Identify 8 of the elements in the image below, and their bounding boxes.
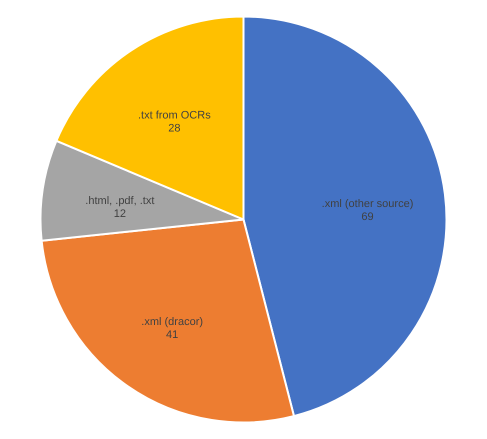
slice-label: .html, .pdf, .txt xyxy=(85,195,154,208)
slice-label: .xml (dracor) xyxy=(141,316,204,328)
data-label: 12 xyxy=(114,208,126,220)
slice-label: .xml (other source) xyxy=(322,198,414,210)
data-label: 69 xyxy=(361,210,374,223)
slice-label: .txt from OCRs xyxy=(138,109,212,122)
data-label: 28 xyxy=(168,122,180,134)
data-label: 41 xyxy=(166,329,178,342)
